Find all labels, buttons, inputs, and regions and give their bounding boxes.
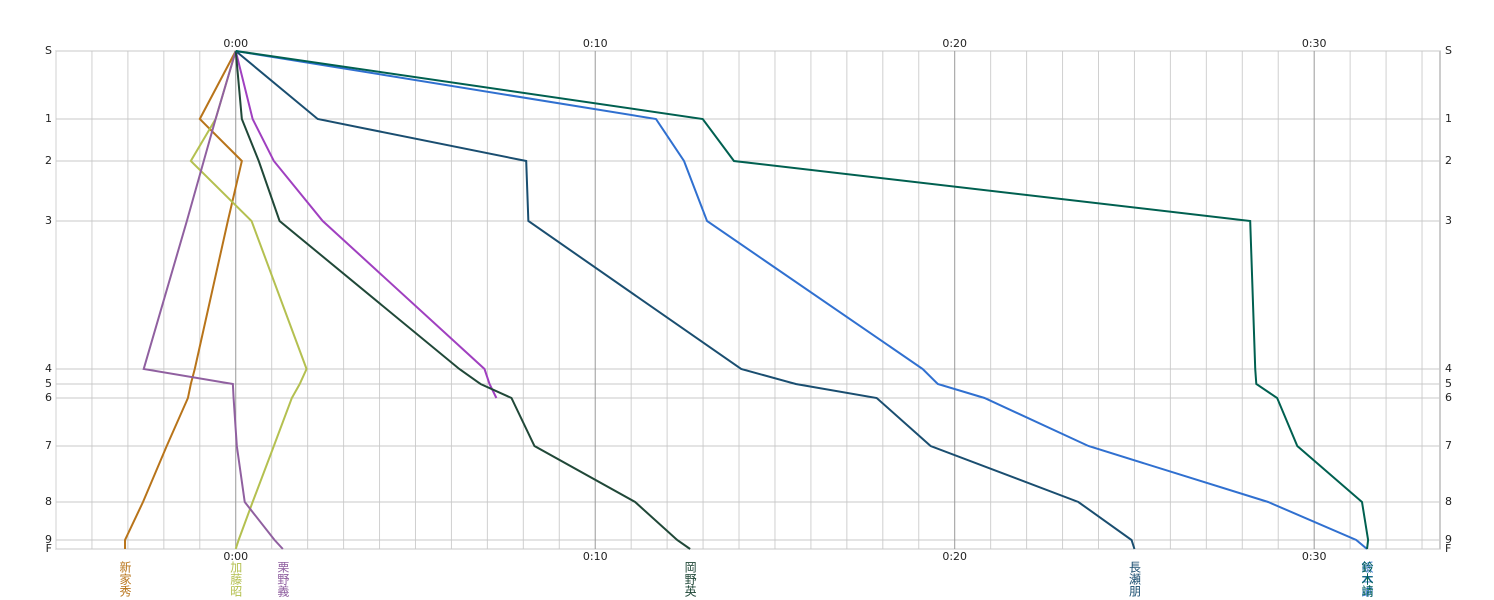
runner-name: 栗野義 bbox=[276, 561, 290, 597]
y-tick-label: 7 bbox=[45, 439, 52, 452]
x-tick-label: 0:20 bbox=[942, 37, 967, 50]
y-tick-label: 3 bbox=[45, 214, 52, 227]
x-tick-label-bottom: 0:10 bbox=[583, 550, 608, 563]
y-tick-label: F bbox=[46, 542, 52, 555]
y-tick-label-right: 1 bbox=[1445, 112, 1452, 125]
y-tick-label-right: 3 bbox=[1445, 214, 1452, 227]
x-tick-label: 0:30 bbox=[1302, 37, 1327, 50]
runner-line bbox=[189, 50, 308, 550]
runner-name: 鈴木靖 bbox=[1360, 560, 1374, 597]
y-tick-label-right: 2 bbox=[1445, 154, 1452, 167]
runner-line bbox=[235, 50, 1136, 550]
y-tick-label: S bbox=[45, 44, 52, 57]
x-tick-label: 0:00 bbox=[223, 37, 248, 50]
y-tick-label: 6 bbox=[45, 391, 52, 404]
runner-line bbox=[235, 50, 1370, 550]
y-tick-label-right: 6 bbox=[1445, 391, 1452, 404]
y-tick-label-right: 7 bbox=[1445, 439, 1452, 452]
y-tick-label: 8 bbox=[45, 495, 52, 508]
y-tick-label-right: S bbox=[1445, 44, 1452, 57]
runner-name: 岡野英 bbox=[683, 561, 697, 597]
y-tick-label: 1 bbox=[45, 112, 52, 125]
y-tick-label-right: 4 bbox=[1445, 362, 1452, 375]
runner-line bbox=[234, 50, 691, 550]
runner-name: 長瀬朋 bbox=[1127, 561, 1141, 598]
plot-frame bbox=[55, 50, 1441, 550]
y-tick-label: 9 bbox=[45, 533, 52, 546]
runner-name: 飯本諭 bbox=[1360, 560, 1374, 597]
runner-line bbox=[235, 50, 1368, 550]
runner-line bbox=[124, 50, 243, 549]
y-tick-label: 2 bbox=[45, 154, 52, 167]
y-tick-label-right: 5 bbox=[1445, 377, 1452, 390]
y-tick-label-right: F bbox=[1445, 542, 1451, 555]
y-tick-label: 4 bbox=[45, 362, 52, 375]
x-tick-label-bottom: 0:30 bbox=[1302, 550, 1327, 563]
runner-line bbox=[234, 50, 498, 399]
runner-name: 加藤昭 bbox=[229, 561, 243, 597]
x-tick-label: 0:10 bbox=[583, 37, 608, 50]
y-tick-label-right: 9 bbox=[1445, 533, 1452, 546]
x-tick-label-bottom: 0:20 bbox=[942, 550, 967, 563]
runner-name: 新家秀 bbox=[118, 560, 132, 597]
x-tick-label-bottom: 0:00 bbox=[223, 550, 248, 563]
y-tick-label-right: 8 bbox=[1445, 495, 1452, 508]
runner-line bbox=[142, 50, 284, 550]
y-tick-label: 5 bbox=[45, 377, 52, 390]
